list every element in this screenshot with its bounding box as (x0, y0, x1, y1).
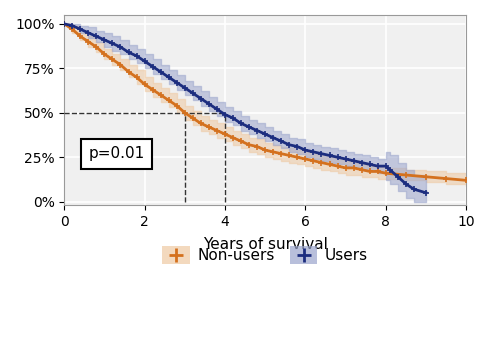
Legend: Non-users, Users: Non-users, Users (156, 240, 374, 270)
Text: p=0.01: p=0.01 (88, 146, 145, 161)
X-axis label: Years of survival: Years of survival (203, 237, 328, 252)
